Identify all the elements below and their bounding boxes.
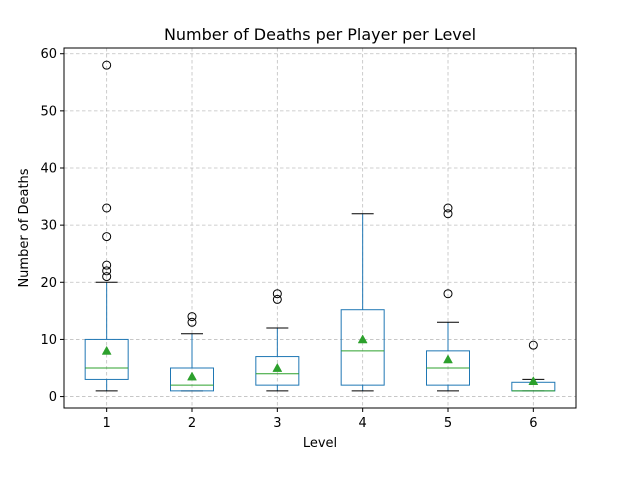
outlier-point	[443, 289, 453, 299]
box-iqr	[84, 338, 129, 380]
y-axis-label: Number of Deaths	[17, 168, 32, 287]
outlier-point	[102, 260, 112, 270]
outlier-point	[102, 272, 112, 282]
y-tick-label: 40	[40, 162, 57, 177]
x-tick-label: 6	[529, 416, 537, 431]
outlier-point	[102, 60, 112, 70]
outlier-point	[272, 289, 282, 299]
box-iqr	[340, 309, 385, 386]
outlier-point	[102, 203, 112, 213]
x-tick-label: 2	[188, 416, 196, 431]
box-iqr	[170, 367, 214, 392]
box-level-3	[255, 289, 300, 392]
mean-marker	[357, 334, 368, 344]
x-tick-label: 3	[273, 416, 281, 431]
chart-title: Number of Deaths per Player per Level	[164, 25, 476, 44]
boxes	[84, 60, 556, 392]
y-tick-label: 50	[40, 104, 57, 119]
box-level-4	[340, 213, 385, 392]
box-iqr	[255, 356, 300, 386]
box-level-1	[84, 60, 129, 392]
outlier-point	[443, 203, 453, 213]
mean-marker	[272, 362, 283, 372]
y-tick-label: 0	[49, 390, 57, 405]
y-tick-label: 10	[40, 333, 57, 348]
plot-frame	[63, 47, 577, 409]
x-tick-label: 4	[359, 416, 367, 431]
outlier-point	[272, 294, 282, 304]
grid	[64, 48, 576, 408]
outlier-point	[187, 312, 197, 322]
y-tick-label: 60	[40, 47, 57, 62]
x-tick-label: 5	[444, 416, 452, 431]
box-level-5	[426, 203, 470, 392]
outlier-point	[102, 266, 112, 276]
mean-marker	[187, 371, 197, 381]
x-axis: 1 2 3 4 5 6	[103, 408, 537, 431]
y-tick-label: 20	[40, 276, 57, 291]
mean-marker	[443, 354, 453, 364]
x-tick-label: 1	[103, 416, 111, 431]
outlier-point	[102, 232, 112, 242]
y-tick-label: 30	[40, 219, 57, 234]
outlier-point	[528, 340, 538, 350]
mean-marker	[101, 345, 112, 355]
y-axis: 0 10 20 30 40 50 60	[40, 47, 64, 405]
box-level-2	[170, 312, 214, 392]
x-axis-label: Level	[303, 436, 337, 451]
outlier-point	[187, 317, 197, 327]
outlier-point	[443, 209, 453, 219]
mean-marker	[528, 376, 539, 385]
box-level-6	[511, 340, 556, 392]
